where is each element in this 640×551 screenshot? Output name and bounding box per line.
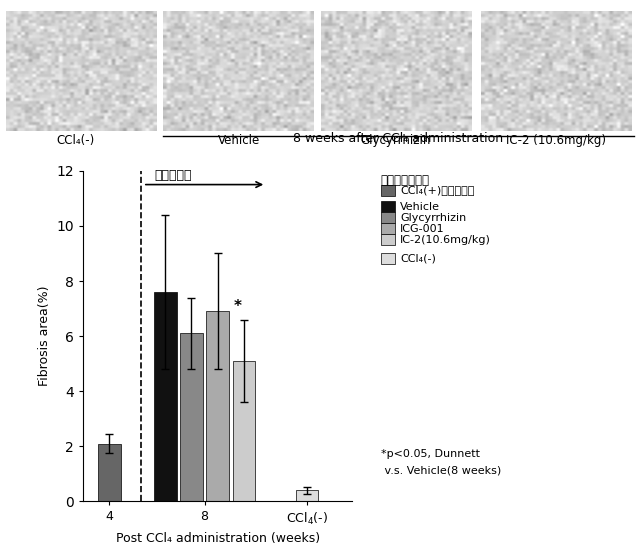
Text: ICG-001: ICG-001 [400, 224, 445, 234]
Bar [232, 361, 255, 501]
Text: CCl₄(-): CCl₄(-) [400, 254, 436, 264]
Text: 8 weeks after CCl₄ administration: 8 weeks after CCl₄ administration [293, 132, 503, 144]
Text: （左から順に）: （左から順に） [381, 174, 430, 187]
Text: Vehicle: Vehicle [400, 202, 440, 212]
X-axis label: Post CCl₄ administration (weeks): Post CCl₄ administration (weeks) [116, 532, 319, 545]
Y-axis label: Fibrosis area(%): Fibrosis area(%) [38, 286, 51, 386]
Text: CCl₄(-): CCl₄(-) [56, 134, 95, 147]
Text: v.s. Vehicle(8 weeks): v.s. Vehicle(8 weeks) [381, 466, 501, 476]
Text: 薬剤投与後: 薬剤投与後 [154, 169, 191, 182]
Bar [154, 292, 177, 501]
Text: *p<0.05, Dunnett: *p<0.05, Dunnett [381, 449, 480, 459]
Text: CCl₄(+)薬剤投与前: CCl₄(+)薬剤投与前 [400, 185, 474, 195]
Text: Glycyrrhizin: Glycyrrhizin [400, 213, 467, 223]
Text: IC-2(10.6mg/kg): IC-2(10.6mg/kg) [400, 235, 491, 245]
Text: Glycyrrhizin: Glycyrrhizin [360, 134, 431, 147]
Text: Vehicle: Vehicle [218, 134, 260, 147]
Bar [98, 444, 120, 501]
Text: IC-2 (10.6mg/kg): IC-2 (10.6mg/kg) [506, 134, 605, 147]
Text: *: * [234, 299, 242, 314]
Bar [180, 333, 203, 501]
Bar [296, 490, 319, 501]
Bar [206, 311, 229, 501]
